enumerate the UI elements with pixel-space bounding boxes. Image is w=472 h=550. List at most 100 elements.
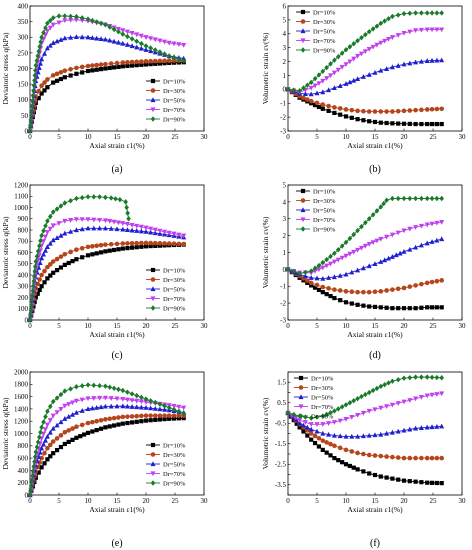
data-point	[41, 29, 46, 36]
data-point	[38, 238, 43, 244]
data-point	[343, 271, 349, 277]
data-point	[297, 88, 302, 94]
data-point	[116, 415, 121, 420]
data-point	[291, 411, 297, 418]
data-point	[120, 40, 126, 46]
data-point	[349, 449, 355, 454]
data-point	[171, 406, 177, 413]
data-point	[82, 432, 87, 437]
y-tick-label: 200	[18, 65, 29, 73]
data-point	[134, 392, 140, 399]
data-point	[326, 87, 332, 93]
data-point	[68, 17, 74, 23]
data-point	[157, 61, 163, 66]
data-point	[367, 119, 372, 124]
data-point	[439, 121, 444, 127]
data-point	[308, 280, 314, 286]
data-point	[143, 404, 149, 410]
data-point	[58, 203, 64, 209]
y-tick-label: 0	[283, 266, 287, 274]
data-point	[303, 269, 308, 276]
data-point	[335, 406, 341, 412]
data-point	[90, 17, 95, 24]
data-point	[316, 104, 322, 110]
data-point	[32, 458, 37, 465]
y-tick-label: 0	[25, 127, 29, 135]
data-point	[355, 267, 361, 273]
data-point	[27, 317, 33, 323]
series-line	[287, 269, 442, 309]
data-point	[45, 20, 50, 26]
data-point	[418, 425, 424, 430]
data-point	[308, 426, 314, 432]
data-point	[372, 472, 378, 478]
data-point	[48, 403, 53, 410]
legend: Dr=10% Dr=30% Dr=50% Dr=70% Dr=90%	[146, 267, 186, 312]
data-point	[396, 121, 401, 126]
data-point	[79, 383, 85, 389]
data-point	[429, 305, 435, 310]
data-point	[316, 267, 322, 273]
data-point	[50, 237, 56, 243]
legend-marker	[298, 385, 304, 390]
data-point	[50, 259, 56, 264]
data-point	[419, 10, 424, 16]
data-point	[68, 228, 74, 234]
data-point	[138, 33, 144, 39]
data-point	[339, 404, 345, 410]
data-point	[338, 112, 343, 117]
data-point	[44, 433, 50, 439]
data-point	[32, 77, 37, 84]
data-point	[143, 225, 149, 231]
data-point	[351, 249, 357, 255]
data-point	[389, 402, 395, 408]
data-point	[157, 413, 163, 418]
data-point	[355, 117, 360, 122]
data-point	[335, 246, 341, 253]
y-tick-label: 800	[18, 442, 29, 450]
y-tick-label: 5	[283, 181, 287, 189]
legend: Dr=10% Dr=30% Dr=50% Dr=70% Dr=90%	[296, 9, 336, 54]
x-tick-label: 15	[372, 133, 380, 141]
data-point	[80, 255, 85, 260]
data-point	[308, 91, 314, 97]
data-point	[362, 243, 368, 249]
data-point	[424, 27, 430, 33]
data-point	[51, 451, 56, 456]
y-tick-label: 400	[18, 271, 29, 279]
data-point	[349, 415, 355, 420]
data-point	[429, 480, 435, 485]
data-point	[94, 251, 99, 256]
data-point	[434, 423, 440, 429]
data-point	[33, 449, 39, 455]
data-point	[30, 473, 35, 479]
data-point	[115, 220, 121, 226]
data-point	[148, 62, 153, 67]
data-point	[94, 19, 99, 25]
data-point	[29, 108, 35, 114]
data-point	[148, 240, 153, 246]
legend-label: Dr=70%	[311, 404, 334, 411]
data-point	[361, 118, 366, 123]
data-point	[162, 403, 167, 409]
data-point	[297, 425, 302, 430]
series-Dr=10%	[285, 267, 444, 311]
data-point	[384, 234, 390, 240]
data-point	[148, 36, 154, 42]
y-tick-label: 400	[18, 2, 29, 10]
data-point	[359, 393, 364, 400]
data-point	[126, 216, 131, 222]
y-tick-label: 100	[18, 305, 29, 313]
chart-panel-c: 0 5 10 15 20 25 300100200300400500600700800900…	[1, 181, 208, 361]
data-point	[152, 227, 158, 233]
data-point	[439, 278, 445, 283]
legend-marker	[150, 88, 156, 93]
data-point	[337, 83, 343, 88]
data-point	[355, 76, 361, 82]
data-point	[316, 287, 322, 293]
data-point	[85, 34, 91, 40]
data-point	[320, 102, 326, 107]
data-point	[390, 476, 395, 481]
legend-label: Dr=70%	[313, 217, 336, 224]
data-point	[413, 10, 418, 16]
